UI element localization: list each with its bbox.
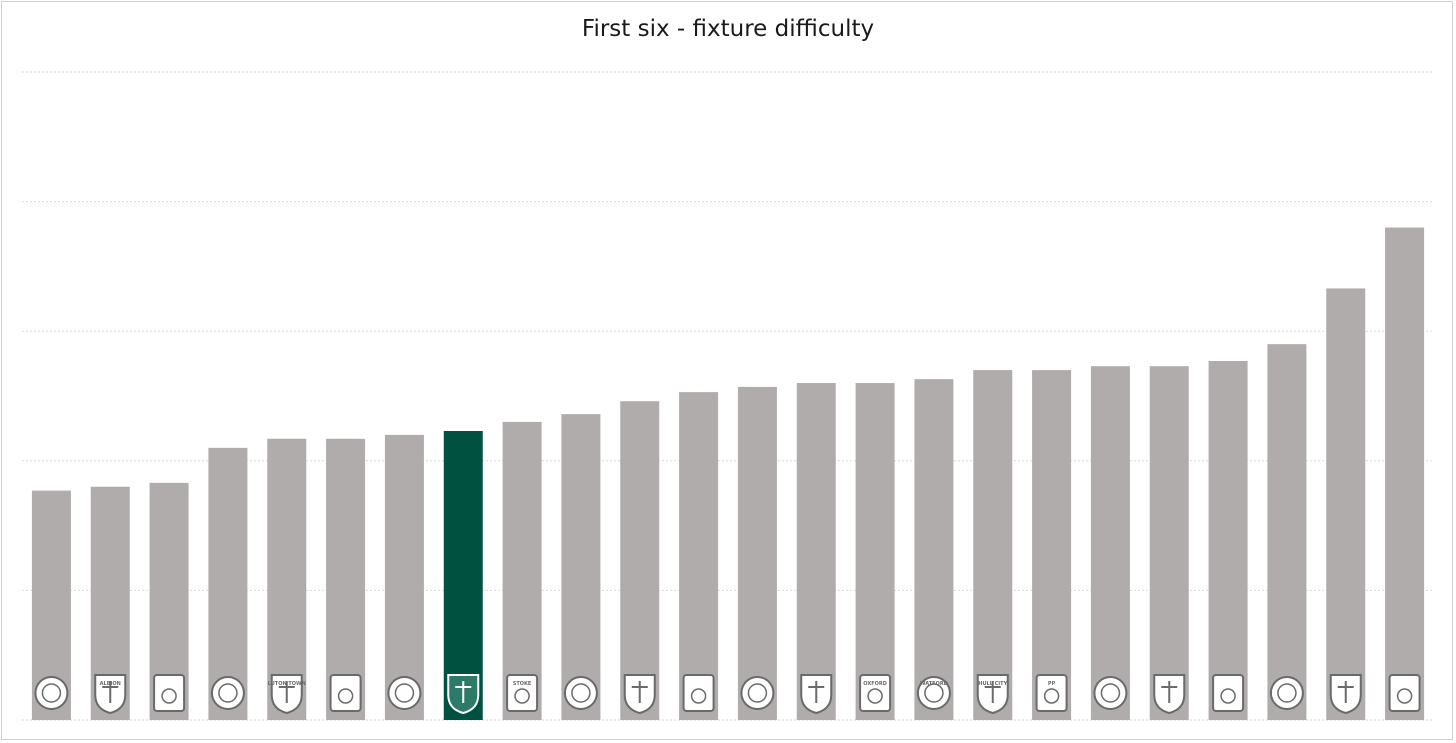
club-crest-icon — [1329, 674, 1362, 715]
crest-label: OXFORD — [863, 681, 887, 687]
bar-22 — [1267, 344, 1307, 720]
bar-12 — [679, 392, 719, 720]
club-crest-icon — [1093, 676, 1128, 710]
chart-title: First six - fixture difficulty — [581, 16, 875, 42]
bar-18 — [1032, 370, 1072, 720]
club-crest-icon: WATFORD — [916, 676, 951, 710]
bar-9 — [502, 421, 542, 720]
bar-8 — [443, 430, 483, 720]
crest-label: WATFORD — [920, 681, 948, 687]
club-crest-icon — [387, 676, 422, 710]
club-crest-icon — [623, 674, 656, 715]
club-crest-icon — [1388, 674, 1421, 712]
club-crest-icon: HULL CITY — [976, 674, 1009, 715]
club-crest-icon — [563, 676, 598, 710]
club-crest-icon — [1153, 674, 1186, 715]
club-crest-icon: STOKE — [506, 674, 539, 712]
club-crest-icon: LUTON TOWN — [268, 674, 306, 715]
club-crest-icon — [800, 674, 833, 715]
club-crest-icon: PP — [1035, 674, 1068, 712]
club-crest-icon — [447, 674, 480, 715]
bar-4 — [208, 447, 248, 720]
club-crest-icon — [740, 676, 775, 710]
crest-label: LUTON TOWN — [268, 681, 306, 687]
bar-16 — [914, 379, 954, 720]
crest-label: HULL CITY — [978, 681, 1007, 687]
club-crest-icon — [682, 674, 715, 712]
crest-label: STOKE — [513, 681, 532, 687]
bar-10 — [561, 414, 601, 720]
bar-14 — [796, 383, 836, 720]
bar-19 — [1090, 366, 1130, 720]
club-crest-icon: OXFORD — [859, 674, 892, 712]
club-crest-icon — [153, 674, 186, 712]
bar-21 — [1208, 361, 1248, 720]
club-crest-icon — [210, 676, 245, 710]
crest-label: PP — [1048, 681, 1056, 687]
crest-label: ALBION — [100, 681, 121, 687]
bar-11 — [620, 401, 660, 720]
bar-6 — [326, 438, 366, 720]
bar-20 — [1149, 366, 1189, 720]
bar-5 — [267, 438, 307, 720]
bar-23 — [1326, 288, 1366, 720]
bar-13 — [737, 386, 777, 720]
bar-24 — [1385, 227, 1425, 720]
bar-7 — [384, 434, 424, 720]
bar-17 — [973, 370, 1013, 720]
club-crest-icon — [1269, 676, 1304, 710]
club-crest-icon — [34, 676, 69, 710]
club-crest-icon — [329, 674, 362, 712]
club-crest-icon: ALBION — [94, 674, 127, 715]
bar-15 — [855, 383, 895, 720]
club-crest-icon — [1212, 674, 1245, 712]
